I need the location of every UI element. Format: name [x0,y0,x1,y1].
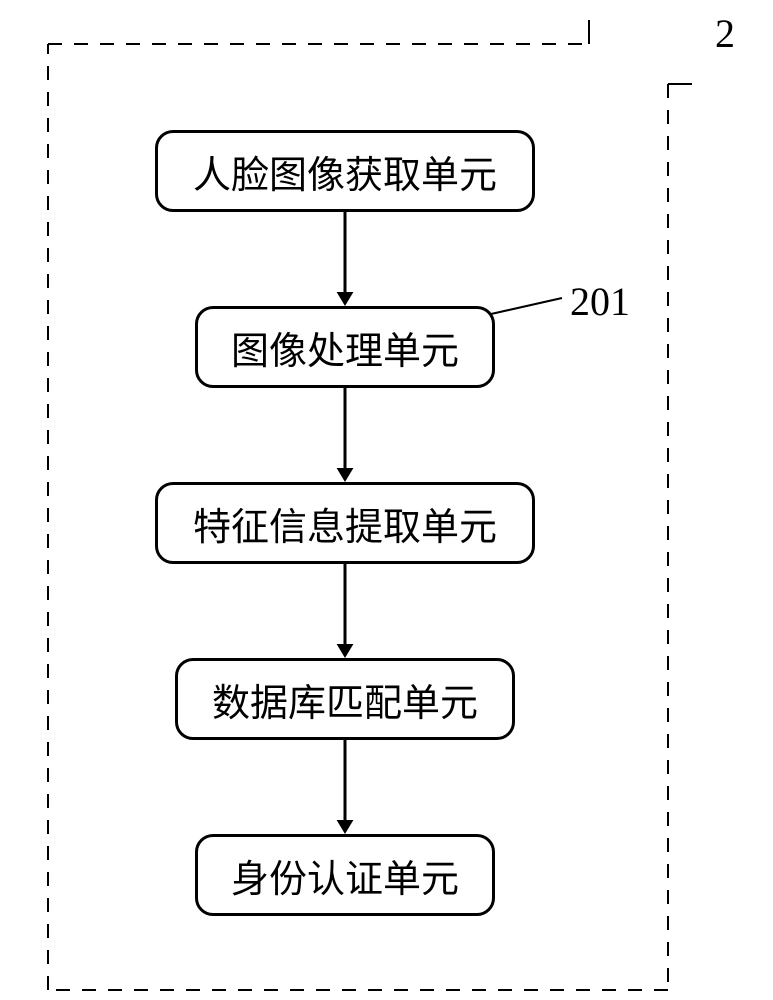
node-callout-n2: 201 [570,278,630,325]
flow-node-n1: 人脸图像获取单元 [155,130,535,212]
container-label: 2 [715,10,735,57]
flow-node-n4: 数据库匹配单元 [175,658,515,740]
diagram-stage: 2 人脸图像获取单元图像处理单元 201 特征信息提取单元数据库匹配单元身份认证单元 [0,0,773,1000]
flow-node-n2: 图像处理单元 [195,306,495,388]
flow-node-n3: 特征信息提取单元 [155,482,535,564]
flow-node-n5: 身份认证单元 [195,834,495,916]
